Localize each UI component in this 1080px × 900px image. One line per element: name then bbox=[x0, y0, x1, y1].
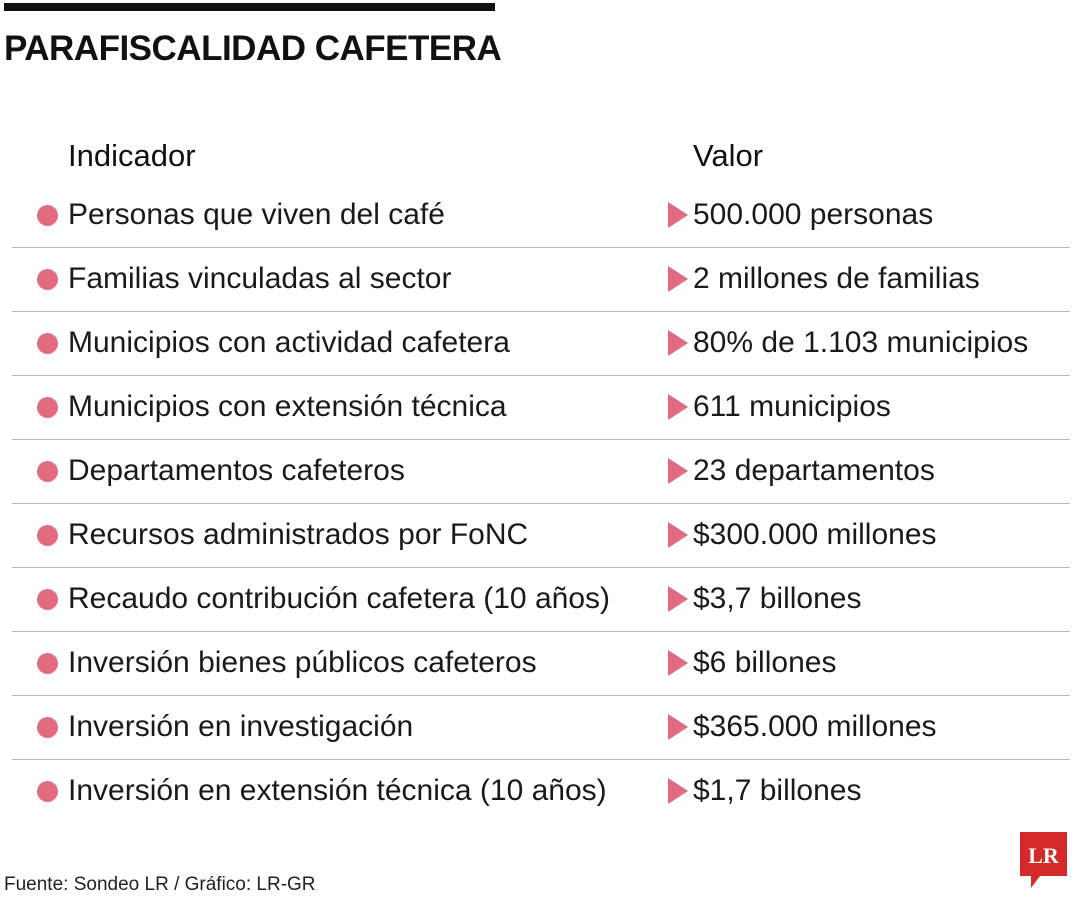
value-label: 2 millones de familias bbox=[693, 262, 980, 295]
bullet-dot-icon bbox=[37, 653, 58, 674]
row-divider bbox=[12, 247, 1070, 248]
bullet-dot-icon bbox=[37, 717, 58, 738]
indicator-label: Recursos administrados por FoNC bbox=[68, 518, 529, 551]
indicator-label: Inversión bienes públicos cafeteros bbox=[68, 646, 537, 679]
row-divider bbox=[12, 439, 1070, 440]
table-row: Recaudo contribución cafetera (10 años) … bbox=[0, 568, 1080, 632]
value-label: 611 municipios bbox=[693, 390, 891, 423]
bullet-dot-icon bbox=[37, 333, 58, 354]
value-label: $6 billones bbox=[693, 646, 837, 679]
row-divider bbox=[12, 503, 1070, 504]
column-header-indicator: Indicador bbox=[68, 138, 196, 173]
value-label: 500.000 personas bbox=[693, 198, 934, 231]
table-row: Recursos administrados por FoNC $300.000… bbox=[0, 504, 1080, 568]
row-divider bbox=[12, 567, 1070, 568]
value-label: 80% de 1.103 municipios bbox=[693, 326, 1029, 359]
triangle-arrow-icon bbox=[668, 522, 688, 548]
indicator-label: Municipios con extensión técnica bbox=[68, 390, 507, 423]
page-title: PARAFISCALIDAD CAFETERA bbox=[4, 29, 502, 68]
indicator-label: Municipios con actividad cafetera bbox=[68, 326, 510, 359]
value-label: $1,7 billones bbox=[693, 774, 862, 807]
logo-text: LR bbox=[1028, 843, 1060, 868]
indicator-label: Departamentos cafeteros bbox=[68, 454, 405, 487]
row-divider bbox=[12, 631, 1070, 632]
source-note: Fuente: Sondeo LR / Gráfico: LR-GR bbox=[4, 874, 316, 895]
table-row: Inversión en extensión técnica (10 años)… bbox=[0, 760, 1080, 824]
indicator-label: Personas que viven del café bbox=[68, 198, 445, 231]
bullet-dot-icon bbox=[37, 269, 58, 290]
table-row: Inversión en investigación $365.000 mill… bbox=[0, 696, 1080, 760]
table-row: Inversión bienes públicos cafeteros $6 b… bbox=[0, 632, 1080, 696]
bullet-dot-icon bbox=[37, 589, 58, 610]
value-label: 23 departamentos bbox=[693, 454, 935, 487]
value-label: $300.000 millones bbox=[693, 518, 937, 551]
table-header: Indicador Valor bbox=[0, 134, 1080, 178]
value-label: $365.000 millones bbox=[693, 710, 937, 743]
table-row: Familias vinculadas al sector 2 millones… bbox=[0, 248, 1080, 312]
triangle-arrow-icon bbox=[668, 266, 688, 292]
bullet-dot-icon bbox=[37, 397, 58, 418]
top-rule bbox=[4, 3, 495, 11]
column-header-value: Valor bbox=[693, 138, 764, 173]
lr-logo-icon: LR bbox=[1020, 832, 1067, 888]
triangle-arrow-icon bbox=[668, 714, 688, 740]
triangle-arrow-icon bbox=[668, 778, 688, 804]
indicator-table: Personas que viven del café 500.000 pers… bbox=[0, 184, 1080, 824]
row-divider bbox=[12, 759, 1070, 760]
triangle-arrow-icon bbox=[668, 394, 688, 420]
triangle-arrow-icon bbox=[668, 586, 688, 612]
indicator-label: Recaudo contribución cafetera (10 años) bbox=[68, 582, 610, 615]
table-row: Municipios con extensión técnica 611 mun… bbox=[0, 376, 1080, 440]
indicator-label: Familias vinculadas al sector bbox=[68, 262, 452, 295]
bullet-dot-icon bbox=[37, 461, 58, 482]
value-label: $3,7 billones bbox=[693, 582, 862, 615]
row-divider bbox=[12, 375, 1070, 376]
triangle-arrow-icon bbox=[668, 330, 688, 356]
triangle-arrow-icon bbox=[668, 202, 688, 228]
bullet-dot-icon bbox=[37, 525, 58, 546]
triangle-arrow-icon bbox=[668, 458, 688, 484]
triangle-arrow-icon bbox=[668, 650, 688, 676]
row-divider bbox=[12, 311, 1070, 312]
indicator-label: Inversión en investigación bbox=[68, 710, 414, 743]
row-divider bbox=[12, 695, 1070, 696]
indicator-label: Inversión en extensión técnica (10 años) bbox=[68, 774, 607, 807]
table-row: Municipios con actividad cafetera 80% de… bbox=[0, 312, 1080, 376]
bullet-dot-icon bbox=[37, 781, 58, 802]
table-row: Departamentos cafeteros 23 departamentos bbox=[0, 440, 1080, 504]
table-row: Personas que viven del café 500.000 pers… bbox=[0, 184, 1080, 248]
bullet-dot-icon bbox=[37, 205, 58, 226]
